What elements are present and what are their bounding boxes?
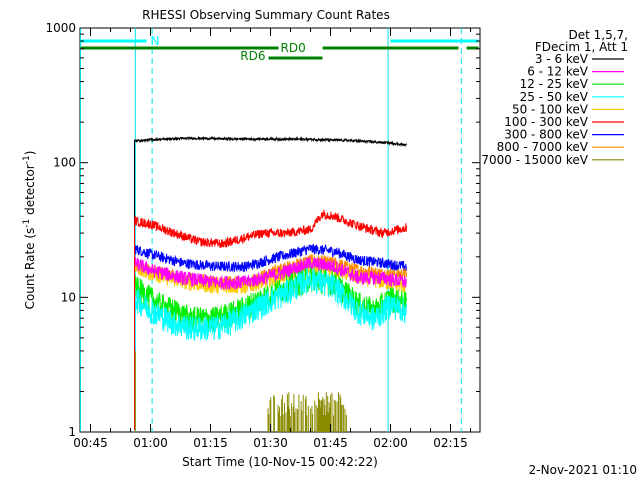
chart-title: RHESSI Observing Summary Count Rates — [142, 8, 390, 22]
series-25-50-kev — [134, 267, 407, 430]
legend-label-12-25-kev: 12 - 25 keV — [520, 77, 589, 91]
legend-label-6-12-kev: 6 - 12 keV — [527, 65, 589, 79]
series-7000-15000-kev — [134, 350, 347, 432]
legend-label-25-50-kev: 25 - 50 keV — [520, 90, 589, 104]
y-axis-label: Count Rate (s-1 detector-1) — [22, 151, 37, 310]
x-axis-label: Start Time (10-Nov-15 00:42:22) — [182, 455, 378, 469]
flag-bars: N RD0 RD6 — [80, 34, 479, 63]
flag-label-rd0: RD0 — [281, 41, 306, 55]
x-tick-label: 01:30 — [253, 436, 288, 450]
x-tick-label: 01:00 — [133, 436, 168, 450]
series-300-800-kev — [134, 243, 407, 430]
legend-label-50-100-kev: 50 - 100 keV — [512, 102, 589, 116]
y-tick-label: 100 — [53, 156, 76, 170]
legend-label-800-7000-kev: 800 - 7000 keV — [497, 140, 589, 154]
y-tick-label: 1000 — [45, 21, 76, 35]
legend-label-7000-15000-kev: 7000 - 15000 keV — [481, 153, 588, 167]
series-100-300-kev — [134, 209, 407, 430]
series-6-12-kev — [134, 257, 407, 430]
legend-header-line-1: Det 1,5,7, — [569, 28, 629, 42]
legend-label-3-6-kev: 3 - 6 keV — [535, 52, 589, 66]
x-axis: 00:45 01:00 01:15 01:30 01:45 02:00 02:15 — [73, 28, 472, 450]
flag-label-n: N — [151, 34, 160, 48]
x-tick-label: 00:45 — [73, 436, 108, 450]
legend-label-300-800-kev: 300 - 800 keV — [504, 128, 588, 142]
x-tick-label: 02:00 — [373, 436, 408, 450]
series-layer — [134, 135, 407, 432]
y-tick-label: 10 — [61, 290, 76, 304]
x-tick-label: 01:15 — [193, 436, 228, 450]
legend-header-line-2: FDecim 1, Att 1 — [535, 40, 628, 54]
legend-label-100-300-kev: 100 - 300 keV — [504, 115, 588, 129]
series-3-6-kev — [134, 135, 407, 430]
y-tick-label: 1 — [68, 425, 76, 439]
y-axis: 1 10 100 1000 — [45, 21, 480, 439]
x-tick-label: 01:45 — [313, 436, 348, 450]
flag-label-rd6: RD6 — [240, 49, 265, 63]
x-tick-label: 02:15 — [433, 436, 468, 450]
footer-date: 2-Nov-2021 01:10 — [529, 463, 637, 477]
